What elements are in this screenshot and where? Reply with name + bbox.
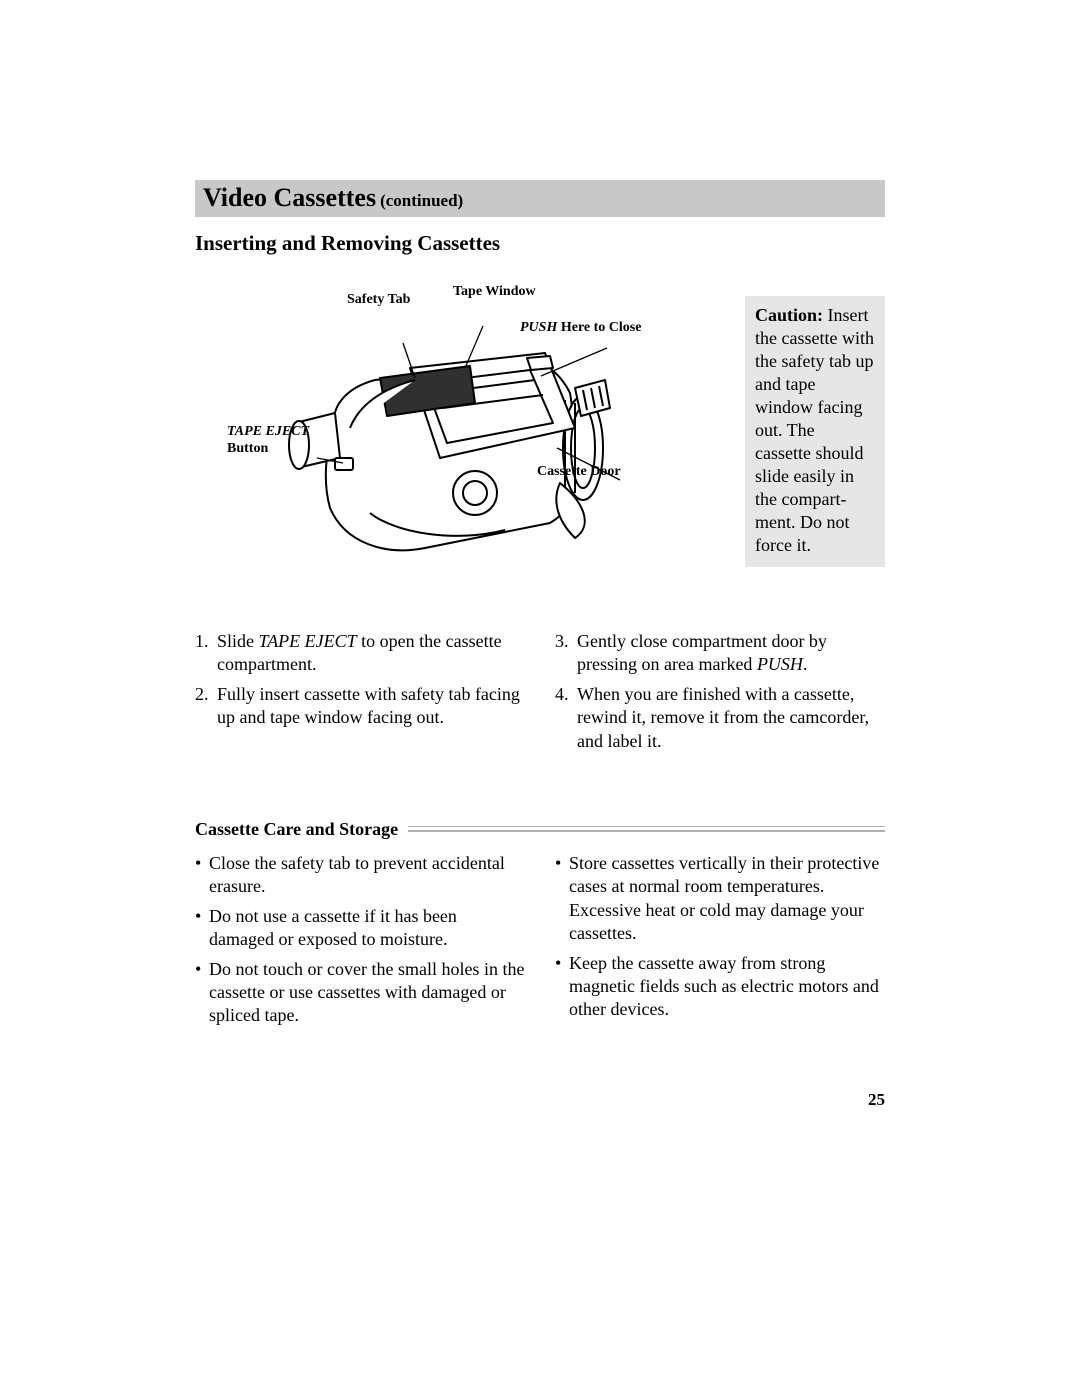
caution-title: Caution: [755, 305, 823, 325]
subheading: Inserting and Removing Cassettes [195, 231, 885, 256]
bullet-dot: • [555, 952, 569, 1022]
step-number: 3. [555, 630, 577, 677]
care-right: •Store cassettes vertically in their pro… [555, 852, 885, 1034]
label-push-close: PUSH Here to Close [520, 320, 641, 337]
care-bullets: •Close the safety tab to prevent acciden… [195, 852, 885, 1034]
bullet-dot: • [555, 852, 569, 946]
caution-body: Insert the cassette with the safety tab … [755, 305, 874, 555]
bullet-dot: • [195, 905, 209, 952]
bullet-text: Do not touch or cover the small holes in… [209, 958, 525, 1028]
step-text: Slide TAPE EJECT to open the cassette co… [217, 630, 525, 677]
label-tape-window: Tape Window [453, 284, 536, 301]
bullet-dot: • [195, 852, 209, 899]
camcorder-illustration [275, 308, 645, 568]
steps: 1.Slide TAPE EJECT to open the cassette … [195, 630, 885, 759]
section-title: Video Cassettes [203, 183, 376, 212]
bullet-item: •Close the safety tab to prevent acciden… [195, 852, 525, 899]
step-text: Fully insert cassette with safety tab fa… [217, 683, 525, 730]
bullet-text: Close the safety tab to prevent accident… [209, 852, 525, 899]
step-number: 2. [195, 683, 217, 730]
caution-box: Caution: Insert the cassette with the sa… [745, 296, 885, 567]
steps-left: 1.Slide TAPE EJECT to open the cassette … [195, 630, 525, 759]
bullet-text: Store cassettes vertically in their prot… [569, 852, 885, 946]
care-rule [408, 826, 885, 832]
bullet-item: •Keep the cassette away from strong magn… [555, 952, 885, 1022]
label-safety-tab: Safety Tab [347, 292, 410, 309]
bullet-dot: • [195, 958, 209, 1028]
step-item: 4.When you are finished with a cassette,… [555, 683, 885, 753]
care-left: •Close the safety tab to prevent acciden… [195, 852, 525, 1034]
section-continued: (continued) [380, 191, 463, 210]
bullet-item: •Do not touch or cover the small holes i… [195, 958, 525, 1028]
care-heading-row: Cassette Care and Storage [195, 819, 885, 840]
label-tape-eject: TAPE EJECT Button [227, 424, 317, 458]
step-number: 4. [555, 683, 577, 753]
steps-right: 3.Gently close compartment door by press… [555, 630, 885, 759]
bullet-item: •Do not use a cassette if it has been da… [195, 905, 525, 952]
label-cassette-door: Cassette Door [537, 464, 621, 481]
step-text: Gently close compartment door by pressin… [577, 630, 885, 677]
step-number: 1. [195, 630, 217, 677]
page-number: 25 [868, 1090, 885, 1110]
care-heading: Cassette Care and Storage [195, 819, 408, 840]
step-item: 3.Gently close compartment door by press… [555, 630, 885, 677]
bullet-text: Do not use a cassette if it has been dam… [209, 905, 525, 952]
step-item: 2.Fully insert cassette with safety tab … [195, 683, 525, 730]
bullet-text: Keep the cassette away from strong magne… [569, 952, 885, 1022]
step-text: When you are finished with a cassette, r… [577, 683, 885, 753]
section-header: Video Cassettes (continued) [195, 180, 885, 217]
bullet-item: •Store cassettes vertically in their pro… [555, 852, 885, 946]
step-item: 1.Slide TAPE EJECT to open the cassette … [195, 630, 525, 677]
figure: Safety Tab Tape Window PUSH Here to Clos… [195, 284, 885, 596]
